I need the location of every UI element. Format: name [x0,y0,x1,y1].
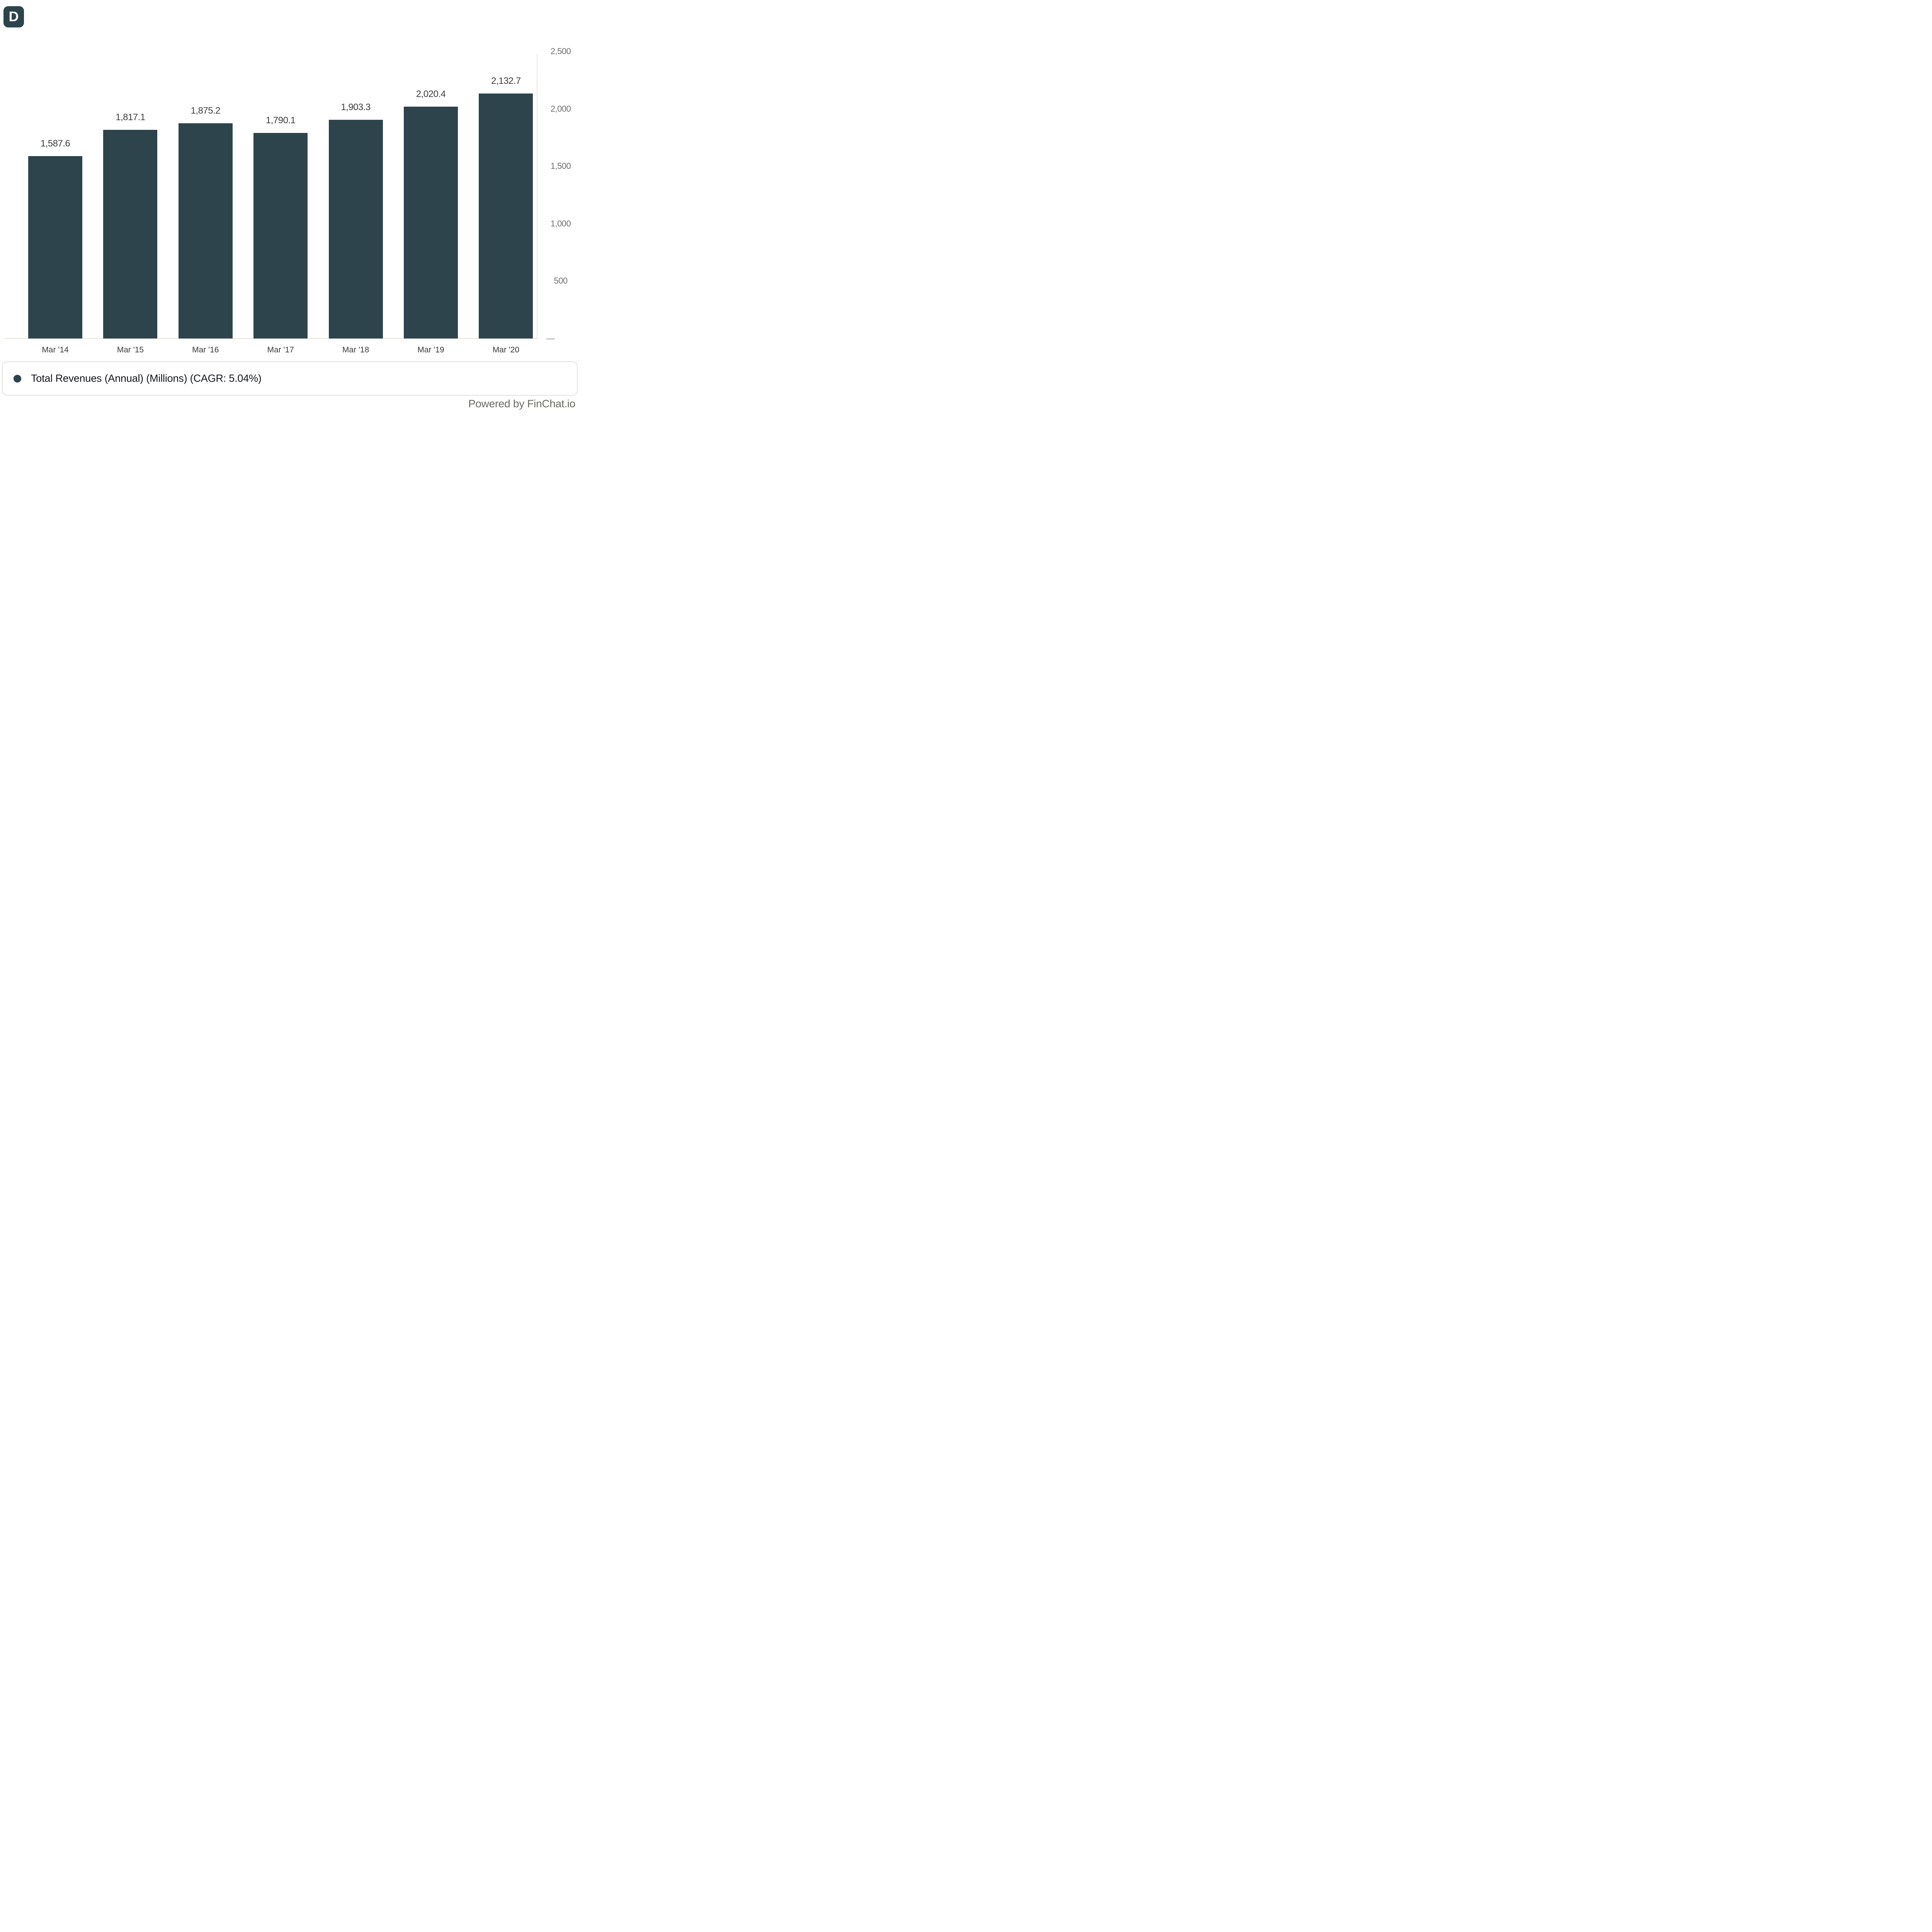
bar-mar-20[interactable] [479,94,533,338]
bar-mar-19[interactable] [404,106,458,338]
y-axis-tick-label: 1,500 [550,161,571,171]
bar-value-label: 1,817.1 [116,112,145,122]
bar-mar-14[interactable] [28,156,82,338]
y-axis-tick-label: 2,500 [550,46,571,56]
x-axis-label: Mar '16 [192,345,219,354]
y-axis-tick-label: 500 [554,276,568,286]
finchat-logo: D [3,6,24,27]
bar-value-label: 2,132.7 [491,76,521,87]
logo-letter: D [9,8,19,24]
x-axis-label: Mar '18 [342,345,369,354]
x-axis-label: Mar '19 [417,345,444,354]
bar-mar-15[interactable] [103,129,158,338]
revenue-bar-chart: 1,587.6 Mar '14 1,817.1 Mar '15 1,875.2 Mar '… [0,0,580,410]
powered-by-attribution[interactable]: Powered by FinChat.io [468,398,575,410]
bar-value-label: 1,790.1 [265,115,296,126]
bar-mar-17[interactable] [253,133,308,338]
bar-mar-16[interactable] [178,123,233,338]
x-axis-label: Mar '15 [117,345,144,354]
bar-value-label: 1,875.2 [190,105,221,116]
legend[interactable]: Total Revenues (Annual) (Millions) (CAGR… [2,361,578,396]
x-axis-label: Mar '14 [42,345,69,354]
y-axis-tick-label: 1,000 [550,218,571,228]
x-axis-baseline [5,338,537,339]
bar-mar-18[interactable] [328,120,383,338]
y-axis-tick-label: 2,000 [550,104,571,114]
zero-tick-dash: — [546,333,555,343]
bar-value-label: 2,020.4 [416,88,446,99]
bar-value-label: 1,587.6 [40,138,70,149]
bar-value-label: 1,903.3 [341,102,371,113]
x-axis-label: Mar '17 [267,345,294,354]
legend-label: Total Revenues (Annual) (Millions) (CAGR… [31,372,262,384]
series-marker-dot [14,374,21,383]
finchat-chart-export: D 1,587.6 Mar '14 1,817.1 Mar '15 1,875.2 Mar… [0,0,580,410]
x-axis-label: Mar '20 [492,345,520,354]
